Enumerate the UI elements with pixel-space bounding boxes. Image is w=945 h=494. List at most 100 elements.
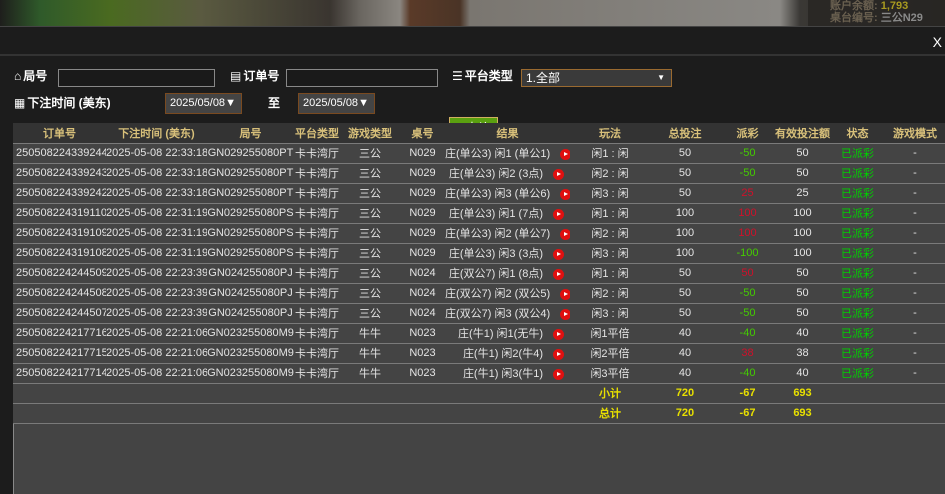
cell-order-no: 250508224319109 bbox=[13, 223, 106, 244]
cell-order-no: 250508224244509 bbox=[13, 263, 106, 284]
cell-result: 庄(单公3) 闲2 (3点) bbox=[445, 163, 570, 184]
cell-platform-type: 卡卡湾厅 bbox=[294, 323, 340, 344]
cell-play-type: 闲1 : 闲 bbox=[570, 143, 650, 164]
play-video-icon[interactable] bbox=[560, 148, 570, 160]
subtotal-payout: -67 bbox=[720, 383, 775, 404]
table-row[interactable]: 250508224339244 2025-05-08 22:33:18 GN0292… bbox=[13, 143, 945, 164]
header-bet-time: 下注时间 (美东) bbox=[106, 123, 207, 144]
table-row[interactable]: 250508224319108 2025-05-08 22:31:19 GN0292… bbox=[13, 243, 945, 264]
platform-select[interactable]: 1.全部 ▼ bbox=[521, 69, 672, 87]
table-row[interactable]: 250508224319109 2025-05-08 22:31:19 GN0292… bbox=[13, 223, 945, 244]
date-from-value: 2025/05/08 bbox=[170, 97, 226, 109]
cell-total-bet: 40 bbox=[650, 323, 720, 344]
table-row[interactable]: 250508224244509 2025-05-08 22:23:39 GN0242… bbox=[13, 263, 945, 284]
subtotal-row: 小计 720 -67 693 bbox=[13, 383, 945, 404]
cell-payout: -50 bbox=[720, 303, 775, 324]
table-row[interactable]: 250508224339243 2025-05-08 22:33:18 GN0292… bbox=[13, 163, 945, 184]
result-text: 庄(单公3) 闲2 (3点) bbox=[448, 168, 543, 180]
table-row[interactable]: 250508224319110 2025-05-08 22:31:19 GN0292… bbox=[13, 203, 945, 224]
cell-bet-time: 2025-05-08 22:21:06 bbox=[106, 343, 207, 364]
cell-bet-time: 2025-05-08 22:21:06 bbox=[106, 363, 207, 384]
cell-game-mode: - bbox=[885, 143, 945, 164]
cell-play-type: 闲3 : 闲 bbox=[570, 183, 650, 204]
cell-result: 庄(牛1) 闲2(牛4) bbox=[445, 343, 570, 364]
cell-table-no: N023 bbox=[400, 363, 445, 384]
play-video-icon[interactable] bbox=[553, 368, 564, 380]
play-video-icon[interactable] bbox=[560, 308, 570, 320]
result-text: 庄(单公3) 闲2 (单公7) bbox=[445, 228, 551, 240]
cell-round-no: GN023255080M9 bbox=[207, 363, 294, 384]
play-video-icon[interactable] bbox=[553, 248, 564, 260]
play-video-icon[interactable] bbox=[553, 268, 564, 280]
result-text: 庄(单公3) 闲3 (3点) bbox=[448, 248, 543, 260]
cell-valid-bet: 50 bbox=[775, 163, 830, 184]
platform-filter-label: ☰ 平台类型 bbox=[452, 67, 513, 84]
table-row[interactable]: 250508224244507 2025-05-08 22:23:39 GN0242… bbox=[13, 303, 945, 324]
cell-round-no: GN029255080PS bbox=[207, 203, 294, 224]
table-row[interactable]: 250508224217716 2025-05-08 22:21:06 GN0232… bbox=[13, 323, 945, 344]
date-to-picker[interactable]: 2025/05/08▼ bbox=[298, 93, 375, 114]
result-text: 庄(牛1) 闲3(牛1) bbox=[462, 368, 543, 380]
play-video-icon[interactable] bbox=[560, 228, 570, 240]
header-round-no: 局号 bbox=[207, 123, 294, 144]
table-row[interactable]: 250508224244508 2025-05-08 22:23:39 GN0242… bbox=[13, 283, 945, 304]
cell-table-no: N024 bbox=[400, 263, 445, 284]
table-row[interactable]: 250508224217715 2025-05-08 22:21:06 GN0232… bbox=[13, 343, 945, 364]
play-video-icon[interactable] bbox=[560, 188, 570, 200]
cell-platform-type: 卡卡湾厅 bbox=[294, 203, 340, 224]
date-from-picker[interactable]: 2025/05/08▼ bbox=[165, 93, 242, 114]
cell-total-bet: 100 bbox=[650, 223, 720, 244]
header-order-no: 订单号 bbox=[13, 123, 106, 144]
result-text: 庄(双公7) 闲2 (双公5) bbox=[445, 288, 551, 300]
order-input[interactable] bbox=[286, 69, 438, 87]
cell-play-type: 闲2 : 闲 bbox=[570, 223, 650, 244]
header-platform-type: 平台类型 bbox=[294, 123, 340, 144]
close-button[interactable]: X bbox=[932, 34, 942, 50]
table-label: 桌台编号: bbox=[830, 12, 878, 24]
result-text: 庄(牛1) 闲1(无牛) bbox=[458, 328, 543, 340]
cell-play-type: 闲3 : 闲 bbox=[570, 303, 650, 324]
cell-result: 庄(单公3) 闲1 (单公1) bbox=[445, 143, 570, 164]
result-text: 庄(双公7) 闲3 (双公4) bbox=[445, 308, 551, 320]
cell-total-bet: 50 bbox=[650, 263, 720, 284]
cell-status: 已派彩 bbox=[830, 163, 885, 184]
cell-round-no: GN024255080PJ bbox=[207, 263, 294, 284]
cell-bet-time: 2025-05-08 22:23:39 bbox=[106, 263, 207, 284]
cell-game-mode: - bbox=[885, 163, 945, 184]
cell-result: 庄(牛1) 闲1(无牛) bbox=[445, 323, 570, 344]
play-video-icon[interactable] bbox=[560, 288, 570, 300]
cell-status: 已派彩 bbox=[830, 263, 885, 284]
cell-payout: -40 bbox=[720, 363, 775, 384]
cell-game-mode: - bbox=[885, 203, 945, 224]
play-video-icon[interactable] bbox=[553, 328, 564, 340]
list-icon: ☰ bbox=[452, 68, 463, 83]
cell-game-mode: - bbox=[885, 363, 945, 384]
to-label: 至 bbox=[268, 96, 281, 110]
cell-round-no: GN029255080PS bbox=[207, 223, 294, 244]
cell-game-type: 三公 bbox=[340, 163, 400, 184]
cell-valid-bet: 50 bbox=[775, 143, 830, 164]
play-video-icon[interactable] bbox=[553, 348, 564, 360]
table-row[interactable]: 250508224217714 2025-05-08 22:21:06 GN0232… bbox=[13, 363, 945, 384]
cell-game-mode: - bbox=[885, 223, 945, 244]
cell-play-type: 闲3平倍 bbox=[570, 363, 650, 384]
cell-total-bet: 100 bbox=[650, 243, 720, 264]
chevron-down-icon: ▼ bbox=[657, 73, 665, 82]
cell-play-type: 闲3 : 闲 bbox=[570, 243, 650, 264]
empty bbox=[830, 383, 945, 404]
cell-platform-type: 卡卡湾厅 bbox=[294, 223, 340, 244]
header-play-type: 玩法 bbox=[570, 123, 650, 144]
cell-payout: -40 bbox=[720, 323, 775, 344]
cell-play-type: 闲1平倍 bbox=[570, 323, 650, 344]
round-input[interactable] bbox=[58, 69, 215, 87]
cell-game-type: 牛牛 bbox=[340, 363, 400, 384]
calendar-icon: ▦ bbox=[14, 95, 26, 110]
cell-total-bet: 50 bbox=[650, 163, 720, 184]
cell-bet-time: 2025-05-08 22:33:18 bbox=[106, 183, 207, 204]
cell-round-no: GN029255080PS bbox=[207, 243, 294, 264]
play-video-icon[interactable] bbox=[553, 168, 564, 180]
play-video-icon[interactable] bbox=[553, 208, 564, 220]
cell-play-type: 闲1 : 闲 bbox=[570, 203, 650, 224]
table-row[interactable]: 250508224339242 2025-05-08 22:33:18 GN0292… bbox=[13, 183, 945, 204]
cell-valid-bet: 25 bbox=[775, 183, 830, 204]
